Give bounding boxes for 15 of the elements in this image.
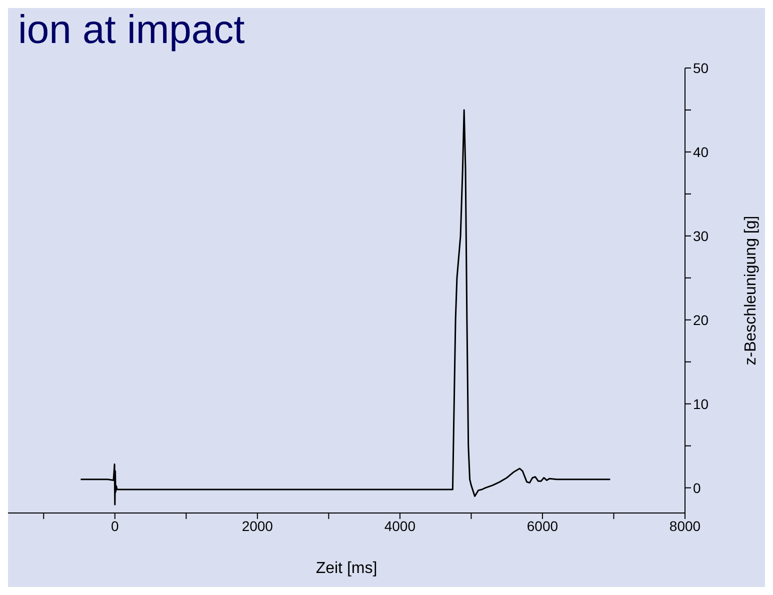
x-tick-label: 8000 — [669, 518, 701, 534]
y-tick-label: 0 — [693, 480, 701, 496]
x-tick-label: 0 — [110, 518, 119, 534]
y-axis-title: z-Beschleunigung [g] — [742, 216, 760, 366]
y-tick-label: 20 — [693, 312, 709, 328]
x-axis-title: Zeit [ms] — [316, 560, 378, 577]
chart-title: ion at impact — [18, 8, 245, 53]
y-tick-label: 50 — [693, 60, 709, 76]
y-tick-label: 10 — [693, 396, 709, 412]
x-tick-label: 6000 — [526, 518, 558, 534]
line-series — [80, 109, 611, 506]
x-tick-label: 4000 — [384, 518, 416, 534]
y-tick-label: 40 — [693, 144, 709, 160]
x-tick-label: 2000 — [242, 518, 274, 534]
y-tick-label: 30 — [693, 228, 709, 244]
